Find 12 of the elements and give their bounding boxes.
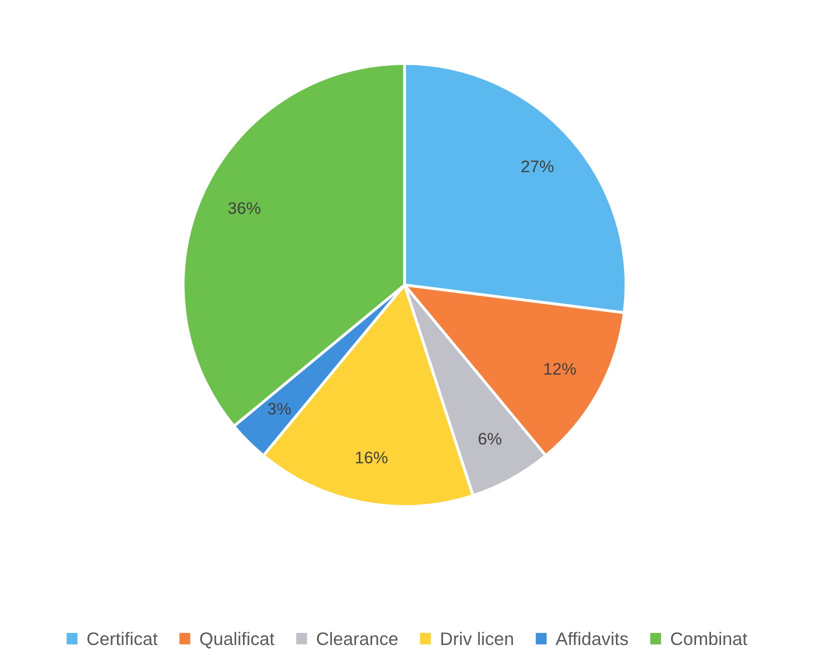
- legend-label: Driv licen: [441, 632, 513, 646]
- data-label: 12%: [544, 362, 576, 375]
- legend-label: Clearance: [316, 632, 398, 646]
- data-label: 36%: [228, 202, 260, 214]
- data-label: 16%: [356, 452, 388, 464]
- legend-label: Affidavits: [556, 632, 628, 646]
- legend-label: Certificat: [87, 632, 158, 646]
- data-label: 6%: [478, 432, 502, 445]
- data-label: 3%: [268, 402, 291, 415]
- legend-label: Combinat: [671, 632, 748, 646]
- data-label: 27%: [522, 160, 554, 172]
- legend-label: Qualificat: [200, 632, 274, 648]
